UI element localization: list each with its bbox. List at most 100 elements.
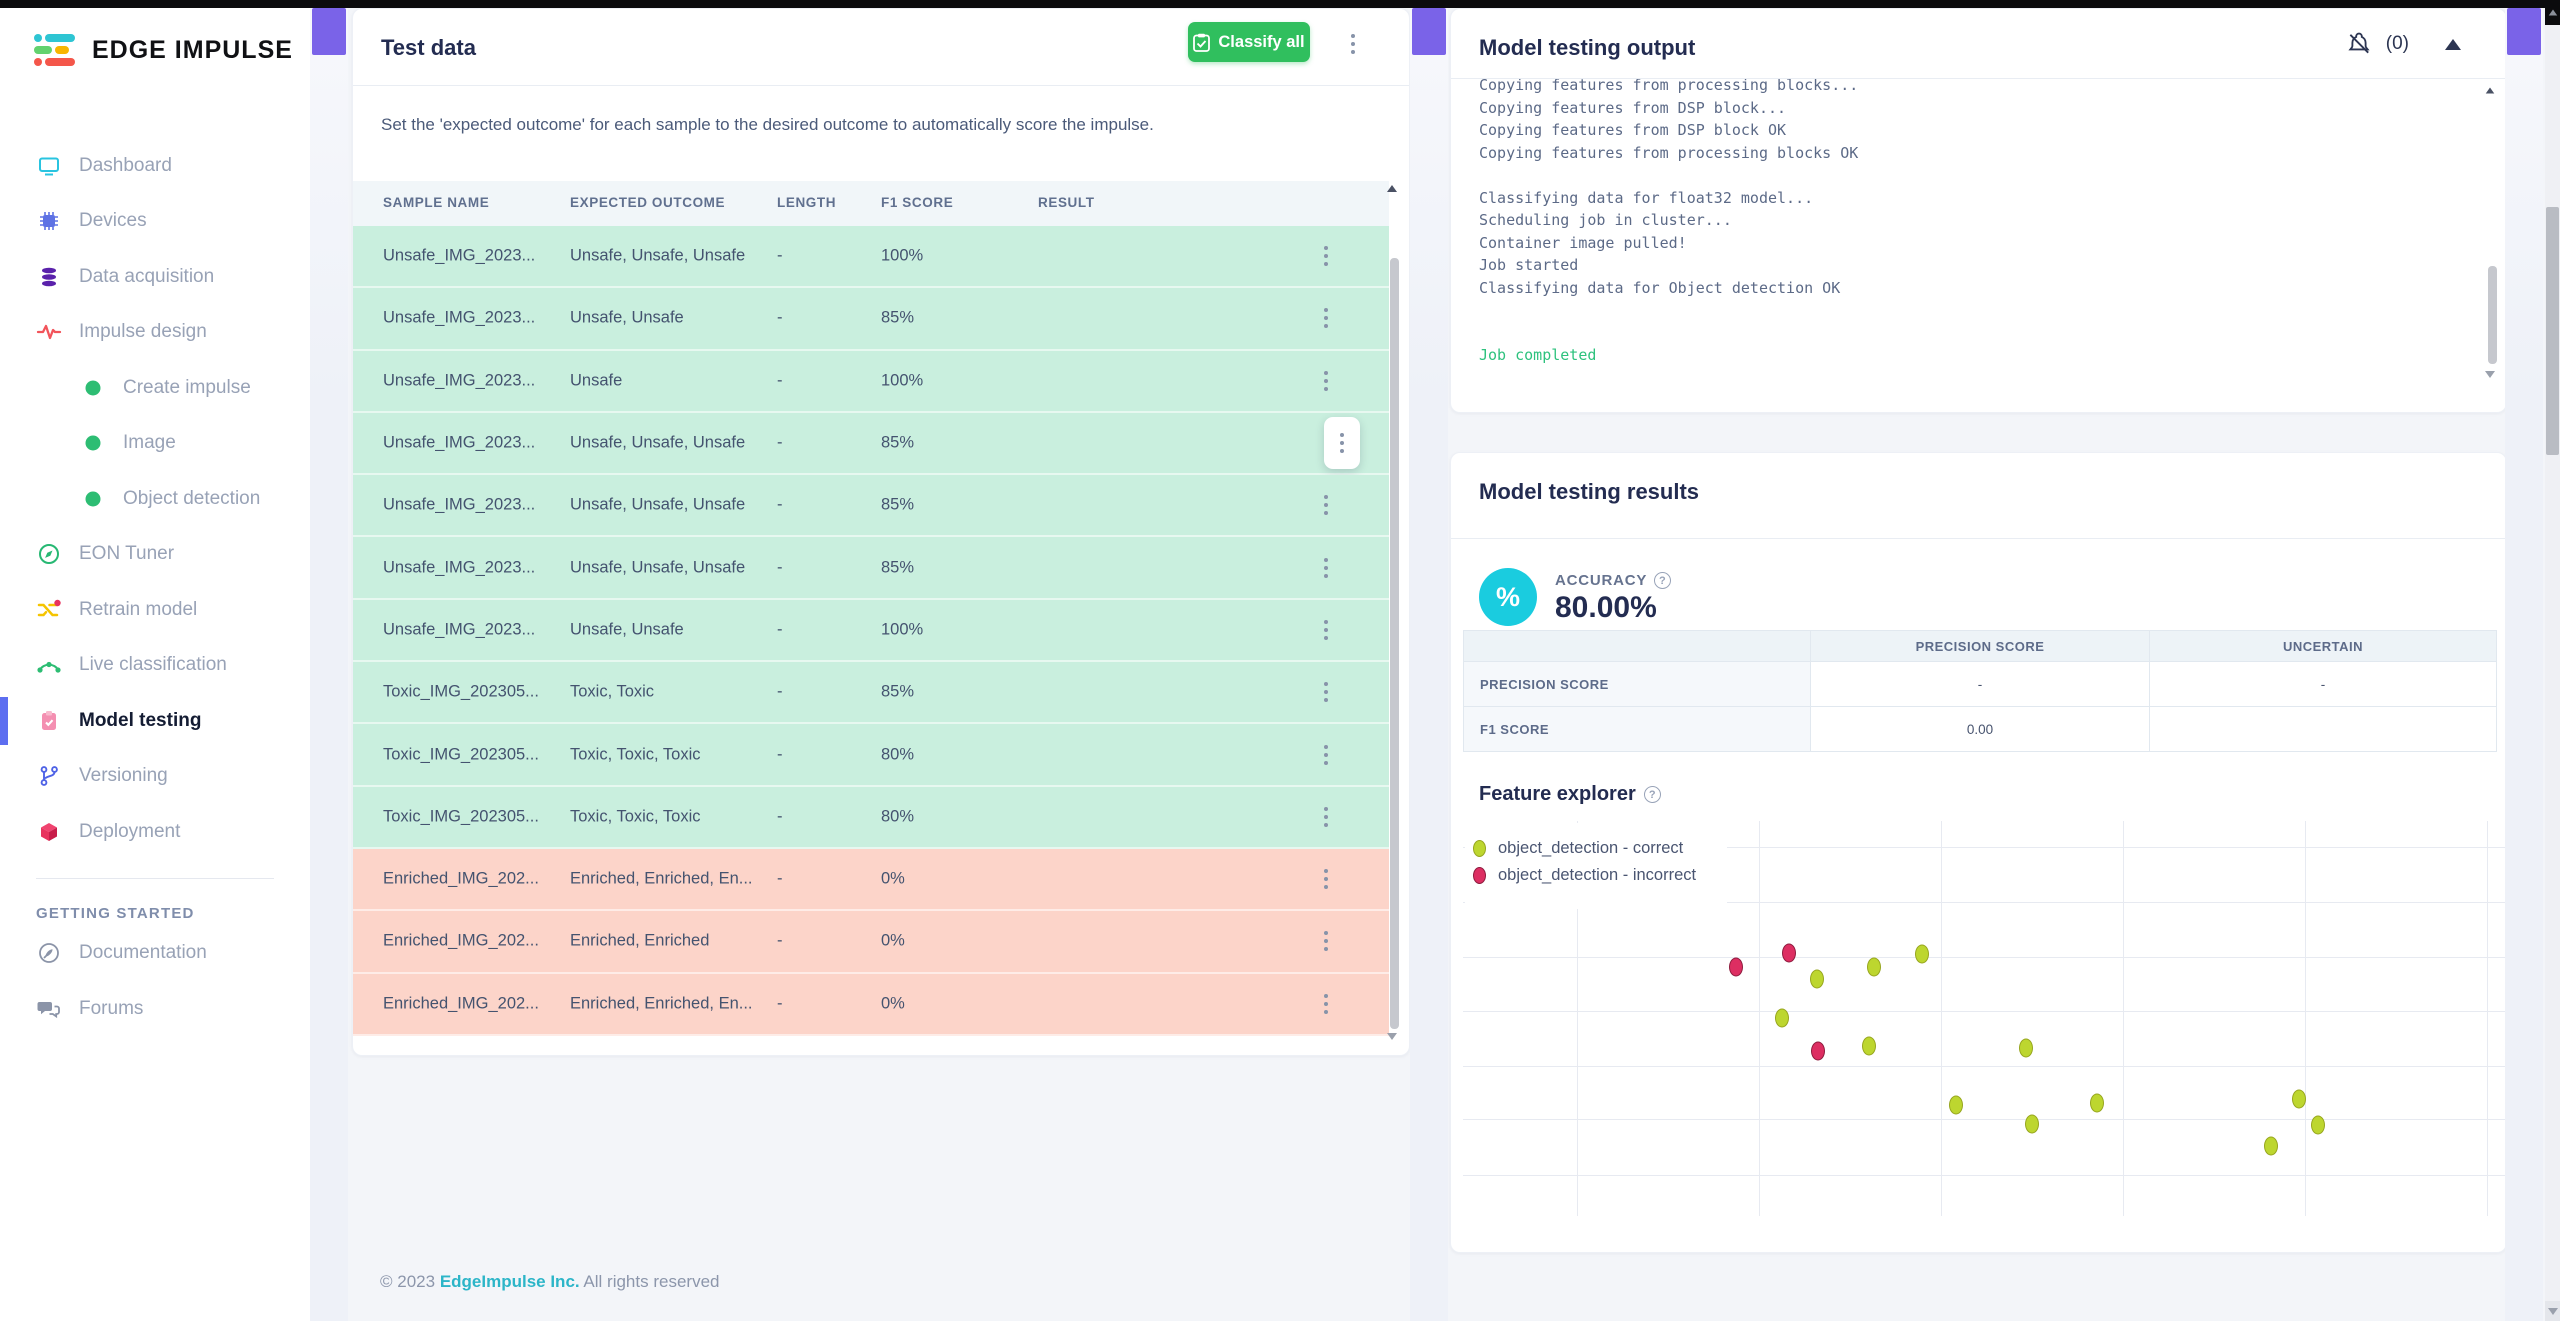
sidebar-item-model-testing[interactable]: Model testing: [0, 693, 310, 749]
data-point[interactable]: [1810, 1041, 1825, 1061]
right-column-scrollbar[interactable]: [2505, 8, 2543, 1321]
row-menu-icon[interactable]: [1324, 495, 1328, 516]
nodes-icon: [36, 652, 62, 678]
data-point[interactable]: [1782, 943, 1797, 963]
sidebar-item-data-acquisition[interactable]: Data acquisition: [0, 249, 310, 305]
sample-name: Unsafe_IMG_2023...: [383, 371, 536, 390]
page-scrollbar-thumb[interactable]: [2546, 207, 2559, 455]
row-menu-icon[interactable]: [1324, 417, 1360, 470]
console-scrollbar-thumb[interactable]: [2488, 266, 2497, 364]
sidebar-item-eon-tuner[interactable]: EON Tuner: [0, 527, 310, 583]
row-menu-icon[interactable]: [1324, 931, 1328, 952]
sidebar-item-devices[interactable]: Devices: [0, 194, 310, 250]
data-point[interactable]: [1809, 969, 1824, 989]
feature-explorer-help-icon[interactable]: ?: [1643, 786, 1661, 803]
sidebar-item-label: Documentation: [79, 942, 207, 964]
console-output[interactable]: Copying features from processing blocks.…: [1451, 79, 2446, 391]
sidebar-scrollbar-thumb[interactable]: [312, 8, 346, 55]
data-point[interactable]: [2090, 1093, 2105, 1113]
table-row[interactable]: Toxic_IMG_202305... Toxic, Toxic - 85%: [353, 662, 1389, 725]
table-row[interactable]: Enriched_IMG_202... Enriched, Enriched, …: [353, 848, 1389, 912]
logo-text: EDGE IMPULSE: [92, 35, 293, 64]
table-row[interactable]: Enriched_IMG_202... Enriched, Enriched -…: [353, 911, 1389, 974]
table-scroll-down-icon[interactable]: [1387, 1033, 1397, 1040]
row-menu-icon[interactable]: [1324, 619, 1328, 640]
table-row[interactable]: Unsafe_IMG_2023... Unsafe, Unsafe, Unsaf…: [353, 226, 1389, 289]
sidebar-item-impulse-design[interactable]: Impulse design: [0, 305, 310, 361]
expected-outcome: Unsafe, Unsafe, Unsafe: [570, 246, 746, 265]
page-scroll-down-icon[interactable]: [2545, 1301, 2560, 1321]
sidebar-item-live-classification[interactable]: Live classification: [0, 638, 310, 694]
table-row[interactable]: Unsafe_IMG_2023... Unsafe, Unsafe, Unsaf…: [353, 412, 1389, 476]
data-point[interactable]: [1729, 957, 1744, 977]
data-point[interactable]: [2019, 1038, 2034, 1058]
console-scroll-down-icon[interactable]: [2485, 371, 2495, 378]
data-point[interactable]: [2264, 1136, 2279, 1156]
page-scroll-up-icon[interactable]: [2545, 0, 2560, 25]
classify-all-label: Classify all: [1218, 32, 1305, 51]
sidebar-item-dashboard[interactable]: Dashboard: [0, 138, 310, 194]
data-point[interactable]: [1949, 1095, 1964, 1115]
edge-impulse-logo[interactable]: EDGE IMPULSE: [34, 30, 293, 70]
sidebar-item-label: Data acquisition: [79, 265, 215, 287]
data-point[interactable]: [2025, 1114, 2040, 1134]
legend-entry[interactable]: object_detection - correct: [1473, 835, 1727, 862]
console-scroll-up-icon[interactable]: [2485, 87, 2495, 94]
waveform-icon: [36, 319, 62, 345]
footer-company-link[interactable]: EdgeImpulse Inc.: [439, 1272, 580, 1291]
bell-slash-icon[interactable]: [2346, 31, 2372, 57]
results-matrix: PRECISION SCORE UNCERTAIN PRECISION SCORE…: [1463, 630, 2497, 752]
accuracy-help-icon[interactable]: ?: [1654, 572, 1672, 589]
sidebar-item-documentation[interactable]: Documentation: [0, 926, 310, 982]
table-row[interactable]: Enriched_IMG_202... Enriched, Enriched, …: [353, 973, 1389, 1036]
sidebar-item-create-impulse[interactable]: Create impulse: [0, 360, 310, 416]
table-row[interactable]: Unsafe_IMG_2023... Unsafe, Unsafe - 100%: [353, 599, 1389, 663]
table-row[interactable]: Unsafe_IMG_2023... Unsafe, Unsafe, Unsaf…: [353, 475, 1389, 538]
table-row[interactable]: Unsafe_IMG_2023... Unsafe, Unsafe - 85%: [353, 288, 1389, 351]
f1-score: 80%: [881, 807, 915, 826]
table-scrollbar-thumb[interactable]: [1390, 258, 1399, 1029]
collapse-caret-icon[interactable]: [2445, 38, 2461, 50]
test-data-menu-icon[interactable]: [1351, 34, 1355, 54]
table-row[interactable]: Unsafe_IMG_2023... Unsafe, Unsafe, Unsaf…: [353, 537, 1389, 600]
page-scrollbar[interactable]: [2545, 0, 2560, 1321]
sidebar-item-versioning[interactable]: Versioning: [0, 749, 310, 805]
row-menu-icon[interactable]: [1324, 308, 1328, 329]
classify-all-button[interactable]: Classify all: [1188, 22, 1310, 62]
row-menu-icon[interactable]: [1324, 682, 1328, 703]
right-column-scrollbar-thumb[interactable]: [2507, 8, 2541, 55]
table-row[interactable]: Toxic_IMG_202305... Toxic, Toxic, Toxic …: [353, 786, 1389, 849]
feature-explorer-chart[interactable]: object_detection - correct object_detect…: [1463, 821, 2506, 1216]
sidebar-item-deployment[interactable]: Deployment: [0, 804, 310, 860]
sidebar-scrollbar[interactable]: [310, 8, 348, 1321]
legend-entry[interactable]: object_detection - incorrect: [1473, 862, 1727, 889]
data-point[interactable]: [2292, 1089, 2307, 1109]
dot-icon: [80, 375, 106, 401]
sidebar-item-retrain-model[interactable]: Retrain model: [0, 582, 310, 638]
test-data-description: Set the 'expected outcome' for each samp…: [381, 115, 1154, 134]
sidebar-item-forums[interactable]: Forums: [0, 981, 310, 1037]
data-point[interactable]: [1914, 944, 1929, 964]
gridline: [1463, 1119, 2506, 1120]
sidebar-item-object-detection[interactable]: Object detection: [0, 471, 310, 527]
data-point[interactable]: [1866, 957, 1881, 977]
left-column-scrollbar-thumb[interactable]: [1412, 8, 1446, 55]
row-menu-icon[interactable]: [1324, 744, 1328, 765]
row-menu-icon[interactable]: [1324, 557, 1328, 578]
data-point[interactable]: [1775, 1008, 1790, 1028]
console-line: Classifying data for Object detection OK: [1479, 278, 1841, 297]
row-menu-icon[interactable]: [1324, 806, 1328, 827]
sample-name: Toxic_IMG_202305...: [383, 807, 539, 826]
table-scroll-up-icon[interactable]: [1387, 185, 1397, 192]
row-menu-icon[interactable]: [1324, 246, 1328, 267]
row-menu-icon[interactable]: [1324, 370, 1328, 391]
length-value: -: [777, 682, 783, 701]
sidebar-item-image[interactable]: Image: [0, 416, 310, 472]
table-row[interactable]: Toxic_IMG_202305... Toxic, Toxic, Toxic …: [353, 724, 1389, 787]
data-point[interactable]: [1861, 1036, 1876, 1056]
row-menu-icon[interactable]: [1324, 993, 1328, 1014]
data-point[interactable]: [2311, 1115, 2326, 1135]
left-column-scrollbar[interactable]: [1410, 8, 1448, 1321]
table-row[interactable]: Unsafe_IMG_2023... Unsafe - 100%: [353, 350, 1389, 413]
row-menu-icon[interactable]: [1324, 869, 1328, 890]
